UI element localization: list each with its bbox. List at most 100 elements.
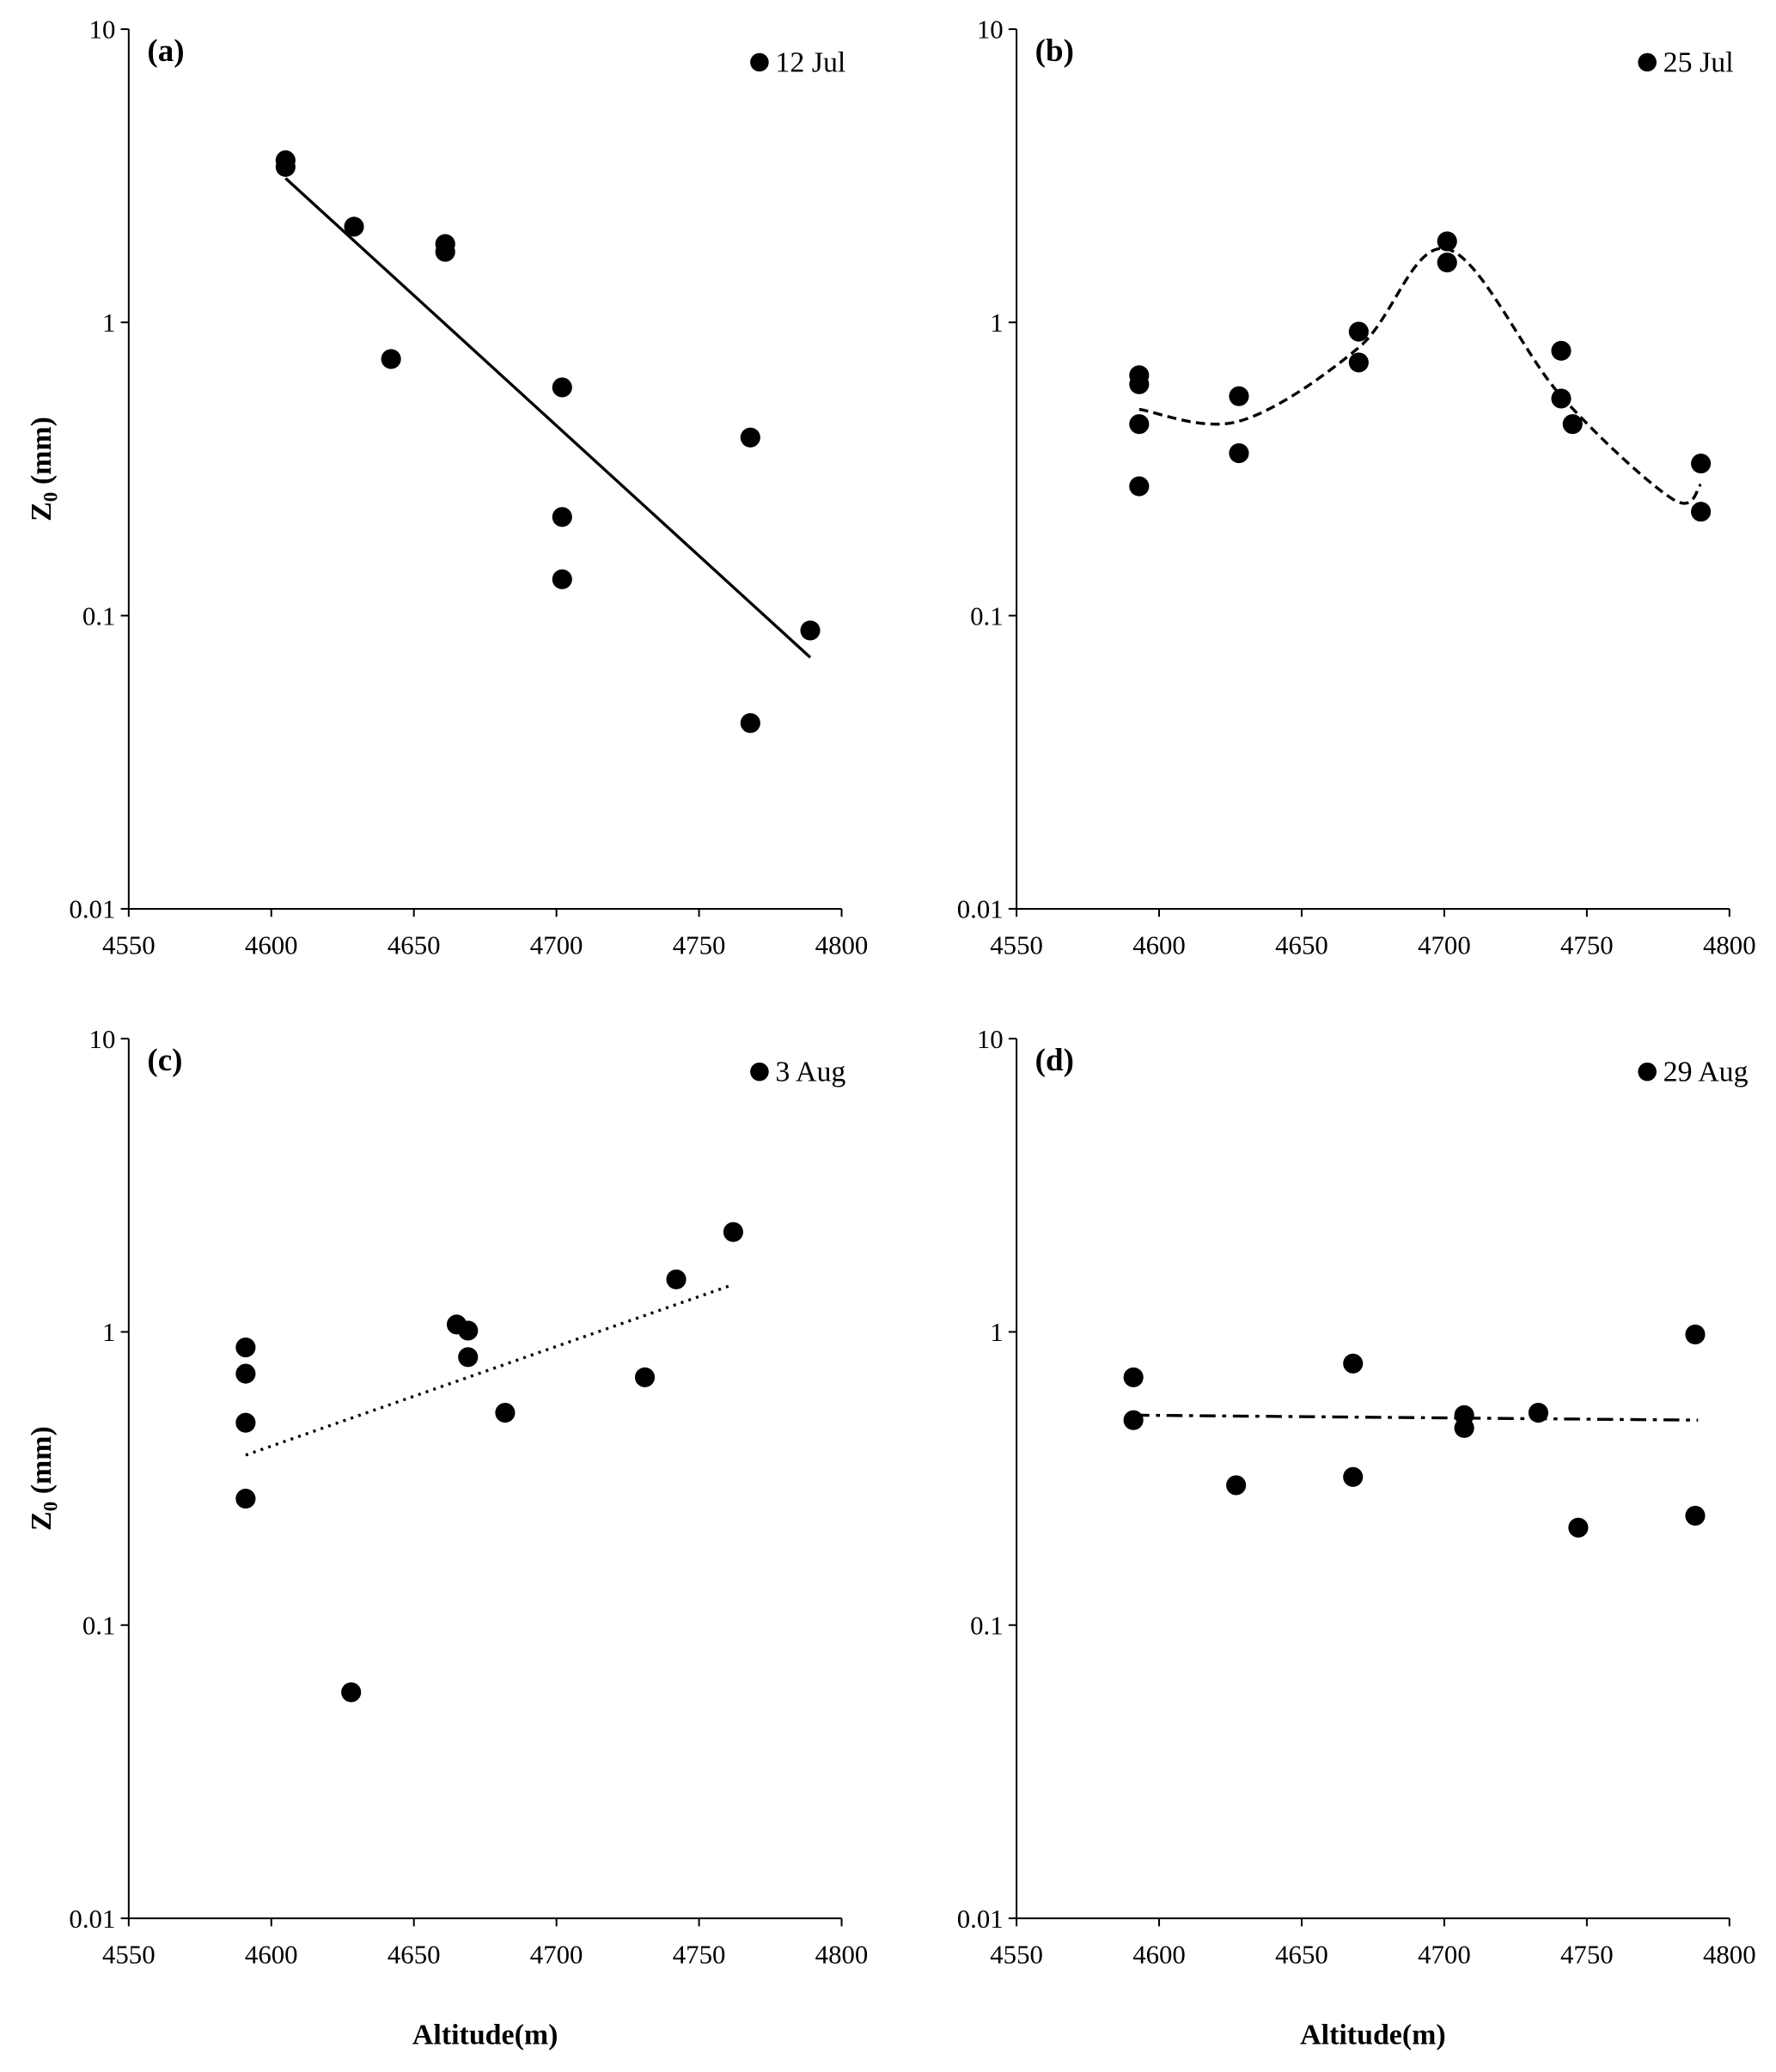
data-point [435,241,455,262]
x-tick-label: 4550 [102,1941,156,1970]
y-tick-label: 1 [990,1318,1003,1347]
data-point [235,1337,256,1358]
data-point [1551,388,1572,409]
data-point [1129,476,1150,497]
x-tick-label: 4700 [1418,1941,1471,1970]
y-axis-label: Z0 (mm) [26,417,63,521]
trend-line [1138,247,1702,505]
data-point [740,713,760,734]
x-tick-label: 4600 [1132,1941,1186,1970]
x-tick-label: 4550 [990,1941,1043,1970]
data-point [1348,321,1369,342]
x-tick-label: 4700 [530,930,583,960]
y-tick-label: 0.1 [970,601,1004,631]
trend-line [284,177,812,659]
x-tick-label: 4800 [815,930,869,960]
legend-marker [1638,52,1657,72]
y-tick-label: 0.1 [82,601,116,631]
data-point [1343,1466,1364,1487]
y-tick-label: 0.01 [957,895,1004,924]
y-tick-label: 0.01 [69,895,115,924]
legend-label: 29 Aug [1663,1056,1749,1088]
data-point [1343,1353,1364,1374]
x-tick-label: 4600 [245,930,298,960]
x-tick-label: 4550 [990,930,1043,960]
legend-marker [1638,1062,1657,1082]
legend-label: 3 Aug [775,1056,845,1088]
x-tick-label: 4600 [245,1941,298,1970]
trend-line [1133,1413,1699,1422]
y-tick-label: 1 [990,308,1003,338]
data-point [1685,1324,1706,1344]
data-point [235,1363,256,1384]
x-tick-label: 4750 [1560,930,1614,960]
data-point [1123,1410,1144,1430]
panel-label: (d) [1035,1043,1074,1078]
data-point [1129,374,1150,394]
data-point [1691,454,1712,474]
legend-label: 12 Jul [775,46,845,78]
x-tick-label: 4650 [388,1941,441,1970]
y-tick-label: 1 [102,308,115,338]
x-tick-label: 4700 [1418,930,1471,960]
data-point [235,1488,256,1509]
x-tick-label: 4550 [102,930,156,960]
data-point [1229,442,1249,464]
x-axis-label: Altitude(m) [412,2020,558,2051]
data-point [552,569,572,589]
data-point [1226,1475,1247,1496]
panel-c: 4550 4600 4650 4700 4750 4800 0.01 0.1 1 10 (c) 3 A… [26,1025,869,2051]
x-tick-label: 4650 [1275,930,1328,960]
y-tick-label: 10 [89,15,116,45]
data-point [552,507,572,527]
y-tick-label: 10 [977,1025,1004,1054]
data-point [634,1367,656,1387]
data-point [723,1222,743,1242]
y-tick-label: 0.1 [82,1612,116,1641]
data-point [1528,1402,1549,1423]
data-point [381,349,401,369]
x-tick-label: 4800 [815,1941,869,1970]
data-point [800,620,821,641]
y-tick-label: 0.01 [69,1904,115,1934]
trend-line [245,1283,734,1457]
x-tick-label: 4750 [1560,1941,1614,1970]
panel-label: (b) [1035,34,1074,69]
data-point [740,427,760,448]
data-point [1437,231,1457,252]
y-tick-label: 0.01 [957,1904,1004,1934]
panel-label: (c) [147,1043,182,1078]
data-point [495,1402,516,1423]
x-axis-label: Altitude(m) [1300,2020,1446,2051]
data-point [1437,253,1457,273]
legend-label: 25 Jul [1663,46,1734,78]
panel-a: 4550 4600 4650 4700 4750 4800 0.01 0.1 1 10 (a) 12 … [26,15,869,960]
y-tick-label: 0.1 [970,1612,1004,1641]
data-point [1129,414,1150,435]
data-point [344,216,364,237]
data-point [1454,1417,1474,1438]
data-point [235,1412,256,1433]
data-point [666,1269,687,1289]
y-tick-label: 10 [89,1025,116,1054]
data-point [341,1682,362,1703]
panel-b: 4550 4600 4650 4700 4750 4800 0.01 0.1 1 10 (b) 25 … [957,15,1756,960]
data-point [1551,340,1572,361]
data-point [1123,1367,1144,1387]
data-point [1562,414,1583,435]
panel-label: (a) [147,34,184,69]
x-tick-label: 4700 [530,1941,583,1970]
data-point [275,156,296,177]
x-tick-label: 4750 [673,1941,726,1970]
data-point [1691,502,1712,522]
x-tick-label: 4650 [388,930,441,960]
data-point [458,1347,479,1368]
panel-d: 4550 4600 4650 4700 4750 4800 0.01 0.1 1 10 (d) 29 … [957,1025,1756,2051]
data-point [1568,1517,1589,1538]
x-tick-label: 4750 [673,930,726,960]
x-tick-label: 4800 [1703,1941,1756,1970]
y-axis-label: Z0 (mm) [26,1426,63,1531]
legend-marker [750,52,769,72]
data-point [552,377,572,398]
